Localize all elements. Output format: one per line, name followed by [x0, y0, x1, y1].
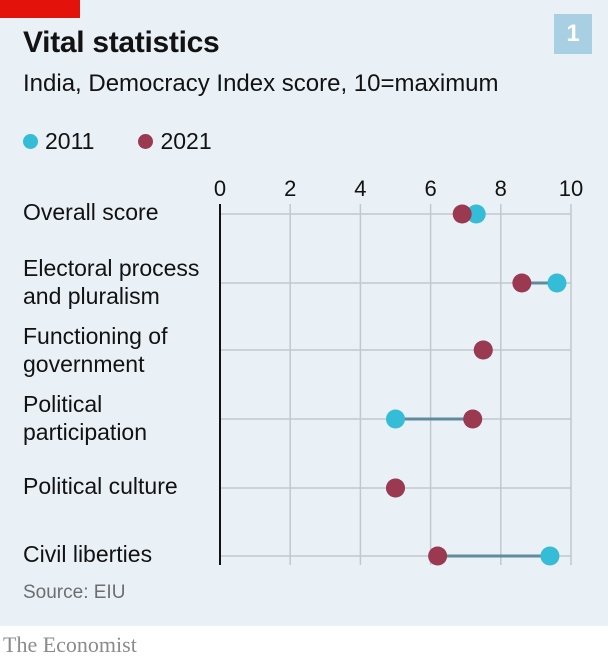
legend: 2011 2021	[23, 128, 256, 155]
category-label: government	[23, 351, 145, 377]
legend-item-2021: 2021	[138, 128, 212, 155]
point-2021	[512, 273, 532, 293]
category-label: Political culture	[23, 473, 178, 499]
category-label: and pluralism	[23, 283, 160, 309]
point-2011	[547, 273, 567, 293]
point-2021	[452, 204, 472, 224]
category-label: Electoral process	[23, 255, 199, 281]
category-label: participation	[23, 419, 147, 445]
chart-card: 1 Vital statistics India, Democracy Inde…	[0, 0, 608, 626]
point-2021	[463, 409, 483, 429]
category-label: Political	[23, 391, 102, 417]
category-label: Civil liberties	[23, 541, 152, 567]
dumbbell-chart: 0 2 4 6 8 10 Overall score Electoral processand…	[23, 176, 583, 567]
point-2011	[386, 409, 405, 429]
legend-dot-2011	[23, 134, 38, 149]
x-tick-label: 0	[214, 176, 226, 201]
legend-dot-2021	[138, 134, 154, 149]
point-2011	[466, 204, 486, 224]
x-tick-label: 8	[495, 176, 507, 201]
legend-item-2011: 2011	[23, 128, 94, 155]
point-2021	[473, 340, 493, 360]
source-note: Source: EIU	[23, 582, 126, 603]
x-tick-label: 6	[424, 176, 436, 201]
legend-label-2021: 2021	[160, 128, 212, 154]
point-2021	[386, 478, 405, 498]
x-tick-label: 4	[354, 176, 366, 201]
legend-label-2011: 2011	[45, 128, 95, 154]
chart-title: Vital statistics	[23, 26, 220, 59]
chart-number-badge: 1	[554, 14, 592, 54]
x-tick-label: 2	[284, 176, 296, 201]
economist-brand: The Economist	[3, 632, 137, 657]
category-label: Functioning of	[23, 323, 168, 349]
chart-subtitle: India, Democracy Index score, 10=maximum	[23, 70, 499, 97]
economist-red-tab	[0, 0, 80, 18]
point-2011	[540, 546, 560, 566]
x-tick-label: 10	[559, 176, 583, 201]
category-label: Overall score	[23, 199, 158, 225]
point-2021	[428, 546, 448, 566]
